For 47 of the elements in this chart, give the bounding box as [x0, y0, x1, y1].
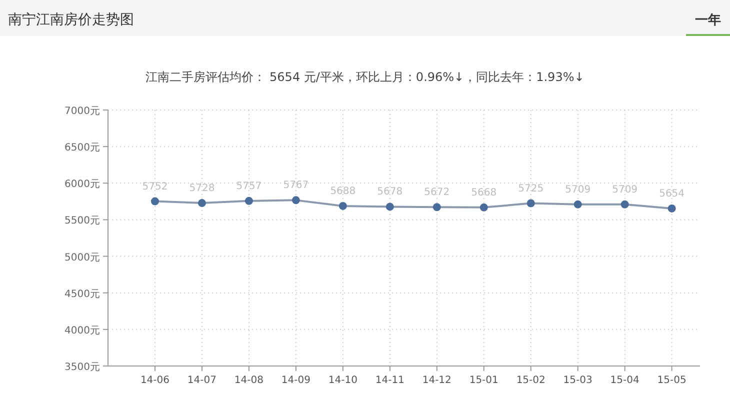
point	[292, 196, 300, 204]
point	[526, 199, 535, 208]
x-tick-label: 15-01	[469, 375, 498, 386]
chart-title: 南宁江南房价走势图	[8, 12, 134, 28]
data-label: 5709	[565, 184, 591, 196]
y-tick-label: 5000元	[64, 252, 100, 264]
point	[244, 196, 253, 205]
point	[574, 200, 582, 208]
text: 一年	[695, 13, 721, 28]
x-tick-label: 14-12	[422, 375, 452, 386]
point	[386, 202, 394, 211]
data-label: 5654	[659, 188, 685, 200]
chart-subtitle: 江南二手房评估均价： 5654 元/平米，环比上月：0.96%↓，同比去年：1.93%↓	[146, 70, 584, 84]
y-tick-label: 6000元	[64, 179, 100, 190]
data-label: 5709	[612, 184, 638, 196]
x-tick-label: 14-09	[281, 375, 310, 386]
x-tick-label: 15-03	[563, 375, 592, 386]
y-tick-label: 3500元	[64, 362, 100, 373]
y-tick-label: 5500元	[64, 216, 100, 227]
data-label: 5752	[142, 181, 168, 192]
x-tick-label: 14-06	[140, 375, 170, 386]
point	[150, 197, 159, 206]
point	[620, 200, 629, 208]
data-label: 5757	[236, 180, 262, 192]
x-tick-label: 14-08	[234, 375, 264, 386]
data-label: 5767	[283, 180, 309, 192]
data-label: 5672	[424, 187, 450, 198]
x-tick-label: 15-02	[516, 375, 546, 386]
data-label: 5725	[518, 183, 544, 194]
x-tick-label: 14-07	[187, 375, 216, 386]
data-label: 5688	[330, 186, 356, 197]
point	[338, 202, 347, 210]
x-tick-label: 14-10	[328, 375, 358, 386]
point	[198, 199, 206, 208]
y-tick-label: 7000元	[64, 106, 100, 117]
y-tick-label: 4500元	[64, 288, 100, 300]
x-tick-label: 14-11	[375, 375, 404, 386]
point	[480, 203, 488, 212]
point	[668, 204, 676, 212]
x-tick-label: 15-05	[657, 375, 686, 386]
data-label: 5668	[471, 187, 497, 198]
x-tick-label: 15-04	[610, 375, 640, 386]
data-label: 5678	[377, 186, 403, 198]
data-label: 5728	[189, 183, 215, 194]
y-tick-label: 6500元	[64, 142, 100, 154]
point	[432, 203, 441, 212]
y-tick-label: 4000元	[64, 325, 100, 336]
